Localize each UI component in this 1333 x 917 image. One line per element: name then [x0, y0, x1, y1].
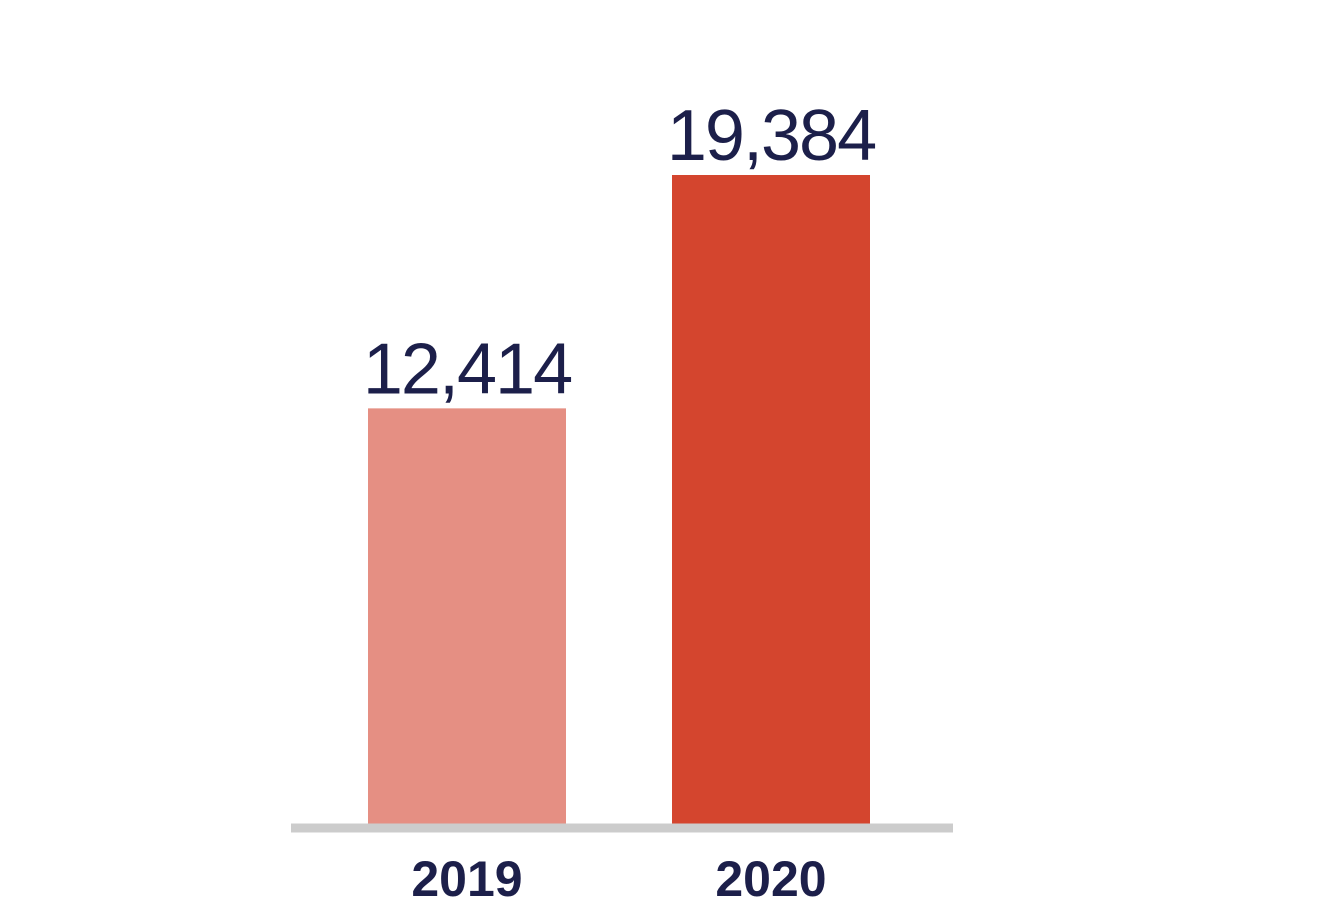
bars-group: [368, 175, 870, 824]
x-tick-label-2020: 2020: [715, 851, 826, 907]
x-tick-label-2019: 2019: [411, 851, 522, 907]
labels-group: 12,414 2019 19,384 2020: [363, 96, 877, 907]
bar-2020: [672, 175, 870, 824]
value-label-2020: 19,384: [667, 96, 875, 176]
value-label-2019: 12,414: [363, 329, 571, 409]
bar-2019: [368, 408, 566, 824]
